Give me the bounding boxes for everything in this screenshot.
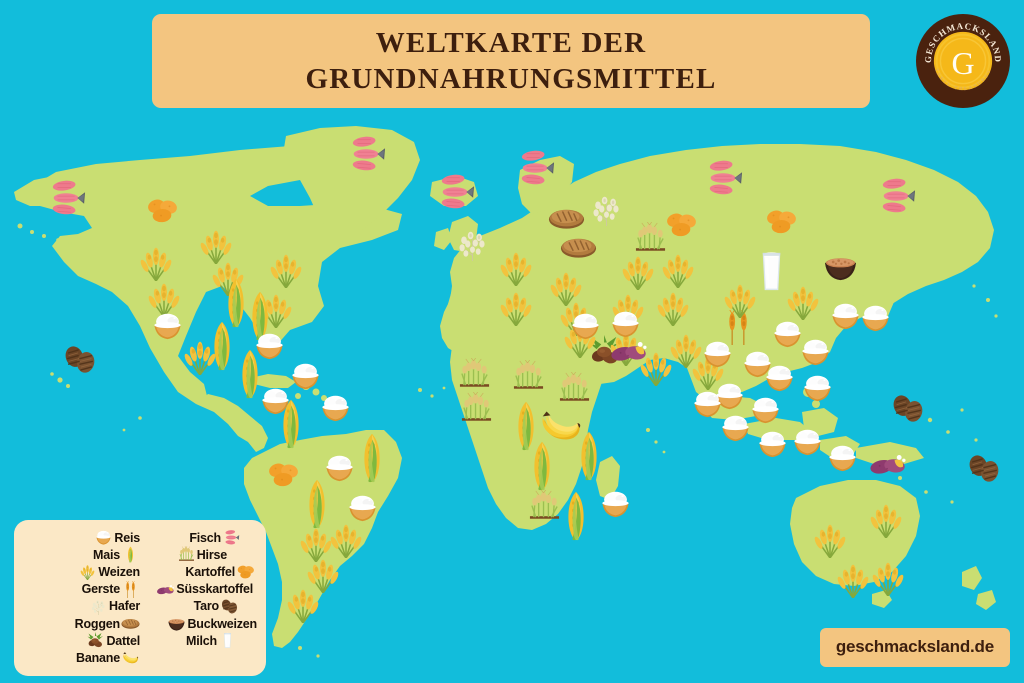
legend-item-label: Weizen <box>98 564 140 579</box>
legend-item-label: Dattel <box>106 633 140 648</box>
millet-icon <box>177 546 196 563</box>
brand-logo[interactable]: GESCHMACKSLAND TASTE TREASURES G <box>916 14 1010 108</box>
oats-icon <box>89 598 108 615</box>
legend-item-hirse: Hirse <box>140 546 257 563</box>
legend-item-label: Hafer <box>109 599 140 614</box>
buckwheat-bowl-icon <box>167 615 186 632</box>
legend-item-label: Reis <box>114 530 140 545</box>
banana-icon <box>121 649 140 666</box>
title-line-2: Grundnahrungsmittel <box>305 63 717 95</box>
legend-item-label: Roggen <box>74 616 121 631</box>
legend-item-roggen: Roggen <box>22 615 140 632</box>
map-legend: Reis Mais <box>14 520 266 676</box>
rye-bread-icon <box>121 615 140 632</box>
legend-item-label: Fisch <box>189 530 221 545</box>
legend-item-ssskartoffel: Süsskartoffel <box>140 581 257 598</box>
legend-item-label: Taro <box>193 599 220 614</box>
legend-item-mais: Mais <box>22 546 140 563</box>
logo-inner-disc <box>933 31 993 91</box>
wheat-icon <box>78 563 97 581</box>
rice-bowl-icon <box>94 529 113 546</box>
legend-item-label: Hirse <box>196 547 227 562</box>
legend-item-banane: Banane <box>22 649 140 666</box>
legend-item-milch: Milch <box>140 632 257 649</box>
corn-icon <box>121 546 140 563</box>
legend-item-weizen: Weizen <box>22 563 140 581</box>
legend-item-reis: Reis <box>22 529 140 546</box>
legend-column-left: Reis Mais <box>20 529 141 670</box>
legend-item-label: Banane <box>76 650 120 665</box>
legend-item-label: Kartoffel <box>185 564 235 579</box>
barley-icon <box>121 580 140 598</box>
potato-icon <box>236 563 255 580</box>
taro-icon <box>220 598 239 615</box>
poster-title-banner: Weltkarte der Grundnahrungsmittel <box>152 14 870 108</box>
legend-item-label: Milch <box>186 633 217 648</box>
legend-item-taro: Taro <box>140 598 257 615</box>
legend-item-label: Buckweizen <box>187 616 257 631</box>
legend-item-buckweizen: Buckweizen <box>140 615 257 632</box>
legend-item-fisch: Fisch <box>140 529 257 546</box>
legend-item-label: Süsskartoffel <box>176 582 253 597</box>
fish-icon <box>222 529 241 546</box>
legend-item-hafer: Hafer <box>22 598 140 615</box>
legend-column-right: Fisch <box>140 529 260 670</box>
logo-monogram: G <box>951 46 974 81</box>
legend-item-dattel: Dattel <box>22 632 140 649</box>
legend-item-kartoffel: Kartoffel <box>140 563 257 580</box>
title-line-1: Weltkarte der <box>375 26 647 59</box>
legend-item-label: Gerste <box>81 582 121 597</box>
legend-item-gerste: Gerste <box>22 580 140 598</box>
legend-item-label: Mais <box>93 547 120 562</box>
website-watermark[interactable]: geschmacksland.de <box>819 628 1010 667</box>
sweet-potato-icon <box>156 581 175 598</box>
dates-icon <box>86 632 105 649</box>
milk-glass-icon <box>218 632 237 649</box>
